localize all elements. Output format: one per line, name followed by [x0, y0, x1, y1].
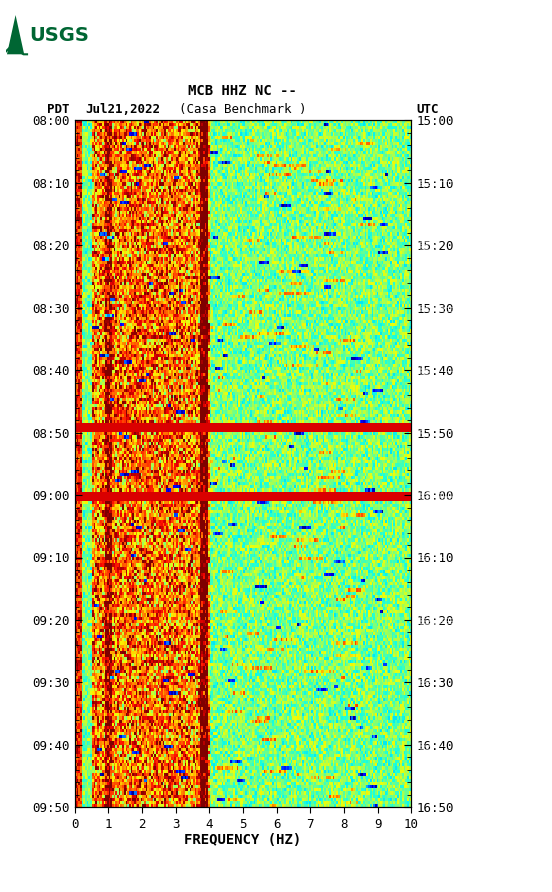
- Text: UTC: UTC: [417, 103, 439, 116]
- Text: MCB HHZ NC --: MCB HHZ NC --: [188, 84, 298, 98]
- Text: PDT: PDT: [46, 103, 69, 116]
- Text: USGS: USGS: [29, 27, 89, 45]
- Polygon shape: [7, 15, 24, 54]
- X-axis label: FREQUENCY (HZ): FREQUENCY (HZ): [184, 833, 301, 847]
- Text: (Casa Benchmark ): (Casa Benchmark ): [179, 103, 306, 116]
- Text: Jul21,2022: Jul21,2022: [86, 103, 161, 116]
